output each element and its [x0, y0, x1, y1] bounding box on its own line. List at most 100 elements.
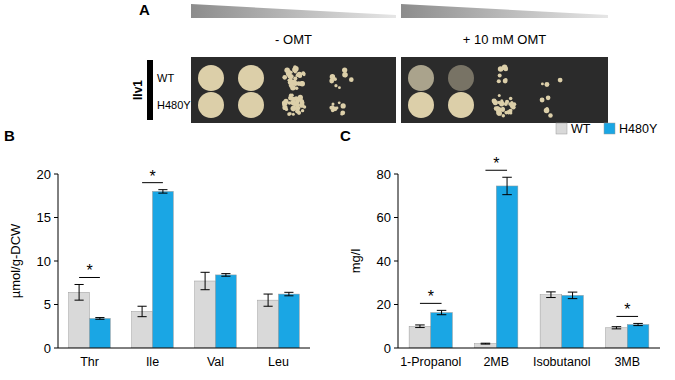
error-cap: [633, 323, 643, 324]
x-tick-label: Ile: [146, 355, 159, 369]
bar: [562, 295, 584, 348]
colony: [502, 65, 508, 71]
error-cap: [415, 324, 425, 325]
colony: [301, 81, 304, 84]
y-tick: [54, 304, 58, 305]
y-tick-label: 40: [377, 254, 391, 269]
legend-label: WT: [571, 122, 591, 136]
error-cap: [158, 193, 167, 194]
significance-mark: *: [624, 301, 630, 318]
colony: [285, 108, 288, 111]
error-bar: [138, 306, 147, 316]
colony: [338, 101, 341, 104]
bar: [409, 326, 431, 348]
colony: [497, 79, 501, 83]
colony: [504, 102, 508, 106]
bar-chart: B05101520ThrIleValLeuµmol/g-DCW**: [4, 127, 310, 369]
bar: [606, 328, 628, 348]
error-cap: [95, 317, 104, 318]
bar: [540, 295, 562, 348]
colony: [293, 76, 297, 80]
colony-spot: [198, 65, 224, 91]
gene-label: Ilv1: [131, 80, 145, 100]
significance-mark: *: [428, 288, 434, 305]
colony: [544, 82, 549, 87]
error-cap: [612, 328, 622, 329]
colony: [290, 94, 293, 97]
colony: [300, 100, 305, 105]
error-cap: [481, 343, 491, 344]
y-tick: [394, 174, 398, 175]
y-tick-label: 0: [384, 341, 391, 356]
colony: [303, 105, 306, 108]
y-tick-label: 10: [37, 254, 51, 269]
y-tick-label: 60: [377, 210, 391, 225]
error-cap: [221, 276, 230, 277]
y-tick-label: 5: [44, 297, 51, 312]
error-cap: [95, 319, 104, 320]
panel-label: B: [4, 127, 15, 144]
y-tick-label: 0: [44, 341, 51, 356]
colony: [289, 71, 292, 74]
strain-label: H480Y: [157, 99, 191, 111]
bar: [431, 313, 453, 348]
error-cap: [138, 306, 147, 307]
error-bar: [158, 190, 167, 193]
error-cap: [138, 316, 147, 317]
bar: [153, 191, 174, 348]
colony: [544, 108, 550, 114]
bar: [90, 318, 111, 348]
error-cap: [568, 292, 578, 293]
plot-marks: [69, 190, 300, 348]
x-tick-label: 1-Propanol: [400, 355, 461, 369]
error-cap: [546, 297, 556, 298]
error-cap: [437, 310, 447, 311]
colony-spot: [238, 92, 264, 118]
error-stem: [79, 284, 80, 300]
colony: [502, 114, 505, 117]
gene-bar: [147, 60, 153, 120]
error-cap: [264, 294, 273, 295]
x-tick-label: Val: [207, 355, 224, 369]
y-tick: [394, 261, 398, 262]
error-stem: [288, 292, 289, 295]
colony: [293, 66, 298, 71]
error-cap: [75, 284, 84, 285]
colony: [498, 94, 501, 97]
error-stem: [550, 292, 551, 298]
error-cap: [201, 289, 210, 290]
colony: [282, 75, 287, 80]
colony: [493, 100, 498, 105]
x-tick-label: 2MB: [483, 355, 509, 369]
legend: WT H480Y: [556, 122, 658, 136]
error-bar: [612, 327, 622, 329]
colony: [558, 78, 563, 83]
bar: [627, 325, 649, 348]
colony: [541, 82, 544, 85]
legend-label: H480Y: [619, 122, 658, 136]
y-tick: [54, 348, 58, 349]
colony: [546, 95, 551, 100]
colony: [507, 111, 510, 114]
y-tick-label: 20: [377, 297, 391, 312]
colony-spot: [448, 65, 474, 91]
bar: [132, 311, 153, 348]
dilution-wedge: [191, 4, 396, 18]
error-bar: [415, 325, 425, 328]
colony: [498, 73, 502, 77]
y-tick-label: 80: [377, 167, 391, 182]
colony: [509, 97, 513, 101]
y-axis-label: µmol/g-DCW: [8, 223, 23, 298]
colony: [294, 96, 298, 100]
y-tick: [394, 348, 398, 349]
colony: [338, 86, 341, 89]
y-axis-label: mg/l: [348, 249, 363, 274]
colony: [289, 78, 292, 81]
colony: [296, 81, 301, 86]
colony-spot: [408, 65, 434, 91]
colony: [506, 110, 510, 114]
error-cap: [415, 327, 425, 328]
significance-mark: *: [149, 168, 155, 185]
bar: [216, 275, 237, 348]
colony: [342, 67, 347, 72]
